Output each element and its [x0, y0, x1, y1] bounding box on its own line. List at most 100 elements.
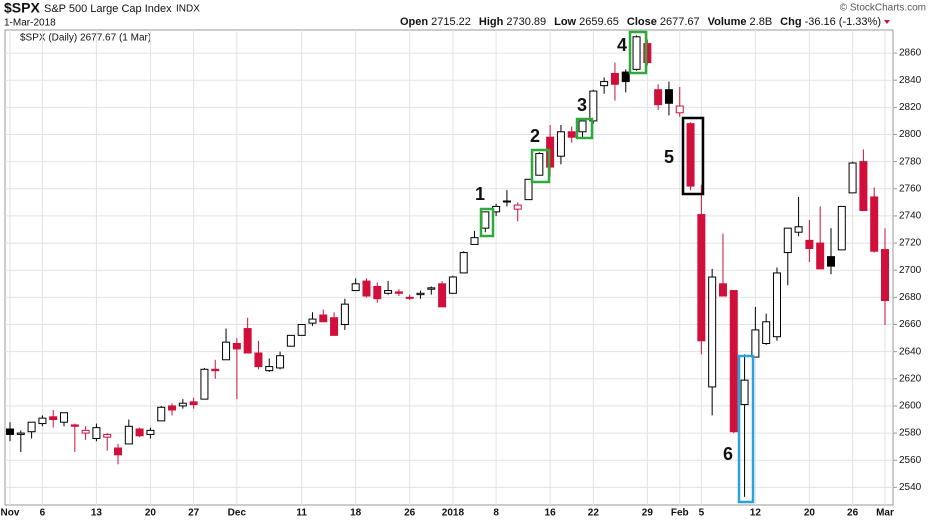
box — [530, 148, 551, 184]
box — [737, 354, 755, 504]
y-tick-label: 2540 — [899, 482, 922, 493]
candle-body — [794, 226, 803, 233]
candle-body — [859, 161, 868, 211]
candle-body — [567, 131, 576, 138]
candle-body — [394, 291, 403, 294]
candle-body — [600, 81, 609, 87]
candle-body — [243, 328, 252, 354]
y-tick-label: 2720 — [899, 238, 922, 249]
candle-body — [319, 314, 328, 323]
quote-value: 2715.22 — [431, 16, 471, 28]
x-tick-label: 11 — [296, 508, 307, 519]
x-tick-label: 26 — [404, 508, 416, 519]
y-tick-label: 2740 — [899, 211, 922, 222]
quote-label: Chg — [780, 16, 801, 28]
candle-body — [470, 237, 479, 245]
candle-body — [373, 286, 382, 300]
candle-body — [762, 321, 771, 344]
x-tick-label: 13 — [91, 508, 103, 519]
x-tick-label: Mar — [876, 508, 894, 519]
index-name: S&P 500 Large Cap Index — [44, 3, 172, 15]
candle-body — [708, 276, 717, 388]
y-tick-label: 2620 — [899, 373, 922, 384]
candle-body — [49, 416, 58, 420]
candle-body — [330, 317, 339, 336]
candle-body — [157, 406, 166, 422]
annotation: 5 — [664, 147, 674, 167]
candle-body — [254, 352, 263, 368]
candle-body — [675, 105, 684, 114]
x-tick-label: 20 — [804, 508, 816, 519]
candle-body — [837, 205, 846, 251]
candle-body — [384, 290, 393, 294]
candle-body — [459, 252, 468, 274]
candle-body — [870, 196, 879, 252]
candle-body — [124, 425, 133, 445]
x-tick-label: 2018 — [442, 508, 465, 519]
candle-body — [362, 280, 371, 297]
annotations — [479, 30, 755, 504]
candle-body — [772, 272, 781, 338]
quote-label: Close — [627, 16, 657, 28]
quote-label: High — [479, 16, 504, 28]
candle-body — [351, 283, 360, 292]
annotation: 4 — [617, 35, 627, 55]
candle-body — [481, 211, 490, 229]
candle-body — [286, 334, 295, 347]
y-tick-label: 2860 — [899, 48, 922, 59]
annotation: 2 — [530, 126, 540, 146]
candle-body — [535, 153, 544, 176]
quote-value: 2.8B — [750, 16, 773, 28]
symbol: $SPX — [4, 0, 40, 16]
candle-body — [135, 428, 144, 437]
y-tick-label: 2640 — [899, 346, 922, 357]
candle-body — [38, 417, 47, 425]
annotation: 3 — [577, 95, 587, 115]
candle-body — [200, 368, 209, 400]
x-tick-label: Feb — [671, 508, 689, 519]
candle-body — [405, 296, 414, 299]
down-arrow — [884, 20, 890, 24]
y-tick-label: 2800 — [899, 129, 922, 140]
candle-body — [114, 447, 123, 456]
candle-body — [524, 178, 533, 201]
candle-body — [556, 131, 565, 157]
candle-body — [783, 227, 792, 254]
x-tick-label: 26 — [847, 508, 859, 519]
annotation: 1 — [475, 184, 485, 204]
x-tick-label: 27 — [188, 508, 200, 519]
quote-value: 2677.67 — [660, 16, 700, 28]
candle-body — [816, 242, 825, 270]
candle-body — [643, 43, 652, 64]
x-tick-label: Nov — [1, 508, 20, 519]
candle-body — [276, 355, 285, 369]
annotation: 6 — [723, 444, 733, 464]
y-tick-label: 2680 — [899, 292, 922, 303]
candle-body — [222, 341, 231, 361]
candles — [6, 35, 889, 497]
plot-frame — [4, 29, 894, 506]
candle-body — [729, 290, 738, 433]
candle-body — [308, 318, 317, 324]
quote-label: Open — [400, 16, 428, 28]
candle-body — [632, 36, 641, 70]
candle-body — [265, 366, 274, 372]
candle-body — [664, 89, 673, 104]
legend: $SPX (Daily) 2677.67 (1 Mar) — [20, 33, 151, 44]
x-tick-label: 8 — [493, 508, 499, 519]
candle-body — [848, 162, 857, 194]
quote: Open 2715.22 High 2730.89 Low 2659.65 Close 267… — [400, 16, 890, 28]
candle-body — [60, 412, 69, 423]
quote-value: 2659.65 — [579, 16, 619, 28]
candle-body — [610, 72, 619, 85]
candle-body — [718, 283, 727, 297]
x-tick-label: 22 — [588, 508, 600, 519]
candle-body — [805, 239, 814, 250]
credit: © StockCharts.com — [840, 3, 926, 14]
box — [681, 116, 705, 196]
candle-body — [438, 283, 447, 308]
candle-body — [232, 343, 241, 350]
candle-body — [340, 303, 349, 325]
quote-value: 2730.89 — [506, 16, 546, 28]
x-tick-label: Dec — [228, 508, 247, 519]
